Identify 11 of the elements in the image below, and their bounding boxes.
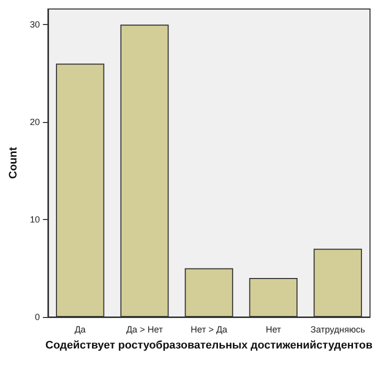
x-tick-label: Да [74,324,86,334]
x-tick-label: Нет [266,324,282,334]
x-tick-label: Да > Нет [126,324,163,334]
y-tick-label: 30 [30,20,40,30]
y-axis-title: Count [8,146,20,179]
x-axis-title: Содействует ростуобразовательных достиженийстудентов [45,339,373,352]
y-tick-label: 10 [30,214,40,225]
y-tick-label: 20 [30,117,40,128]
x-tick-label: Нет > Да [190,324,228,334]
x-tick-label: Затрудняюсь [310,324,366,334]
y-tick-label: 0 [34,312,40,322]
